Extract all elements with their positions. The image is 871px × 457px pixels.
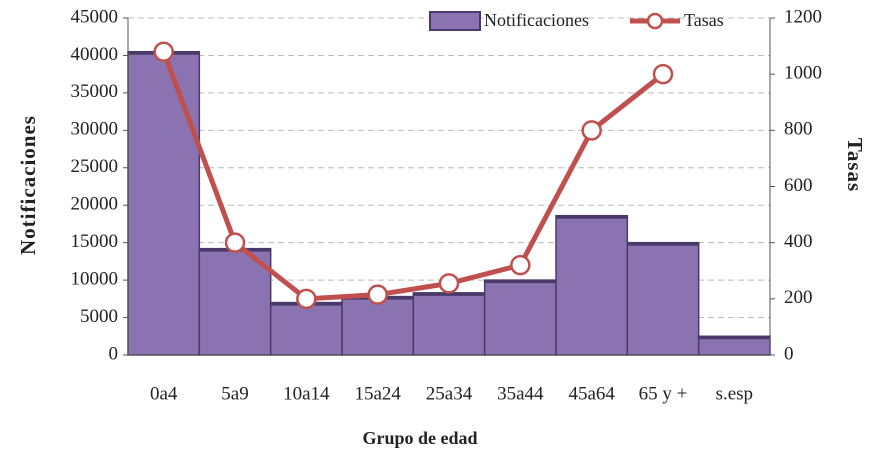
line-marker xyxy=(652,63,674,85)
x-tick-label: 15a24 xyxy=(354,383,401,404)
x-tick-label: 25a34 xyxy=(426,383,473,404)
x-tick-label: 0a4 xyxy=(150,383,178,404)
legend-label: Notificaciones xyxy=(484,10,589,30)
bar xyxy=(198,247,272,356)
y-tick-label: 25000 xyxy=(71,156,119,177)
y-axis-title: Notificaciones xyxy=(16,115,40,255)
legend-label: Tasas xyxy=(684,10,724,30)
x-tick-label: 10a14 xyxy=(283,383,330,404)
y-tick-label: 10000 xyxy=(71,268,119,289)
bar xyxy=(127,50,201,356)
x-tick-label: 35a44 xyxy=(497,383,544,404)
line-marker xyxy=(510,254,531,276)
y-tick-label: 35000 xyxy=(71,81,119,102)
y2-tick-label: 1000 xyxy=(784,63,822,84)
y-tick-label: 40000 xyxy=(71,44,119,65)
y-tick-label: 20000 xyxy=(71,194,119,215)
x-tick-label: 5a9 xyxy=(221,383,248,404)
line-marker xyxy=(367,284,388,305)
line-marker xyxy=(581,120,602,141)
bar xyxy=(269,301,343,356)
x-tick-label: 45a64 xyxy=(568,383,615,404)
legend-marker xyxy=(646,12,664,30)
line xyxy=(161,50,665,302)
y2-axis-title: Tasas xyxy=(843,138,867,192)
legend-swatch xyxy=(429,11,481,31)
y-tick-label: 30000 xyxy=(71,119,119,140)
y-tick-label: 15000 xyxy=(71,231,119,252)
x-axis-title: Grupo de edad xyxy=(362,428,477,448)
y2-tick-label: 200 xyxy=(784,287,813,308)
y2-tick-label: 0 xyxy=(784,343,794,364)
x-tick-label: 65 y + xyxy=(639,383,688,404)
y2-tick-label: 600 xyxy=(784,175,813,196)
line-marker xyxy=(153,41,174,62)
y2-tick-label: 400 xyxy=(784,231,813,252)
bar xyxy=(412,292,486,356)
bar xyxy=(483,279,557,356)
line-marker xyxy=(224,232,246,253)
bar xyxy=(626,241,700,356)
line-marker xyxy=(438,273,460,294)
x-tick-label: s.esp xyxy=(716,383,753,404)
bar xyxy=(555,214,629,356)
line-marker xyxy=(296,288,317,310)
y-tick-label: 45000 xyxy=(71,6,119,27)
bar xyxy=(341,295,415,356)
y-tick-label: 5000 xyxy=(80,306,118,327)
y2-tick-label: 800 xyxy=(784,119,813,140)
y-tick-label: 0 xyxy=(109,343,119,364)
y2-tick-label: 1200 xyxy=(784,6,822,27)
